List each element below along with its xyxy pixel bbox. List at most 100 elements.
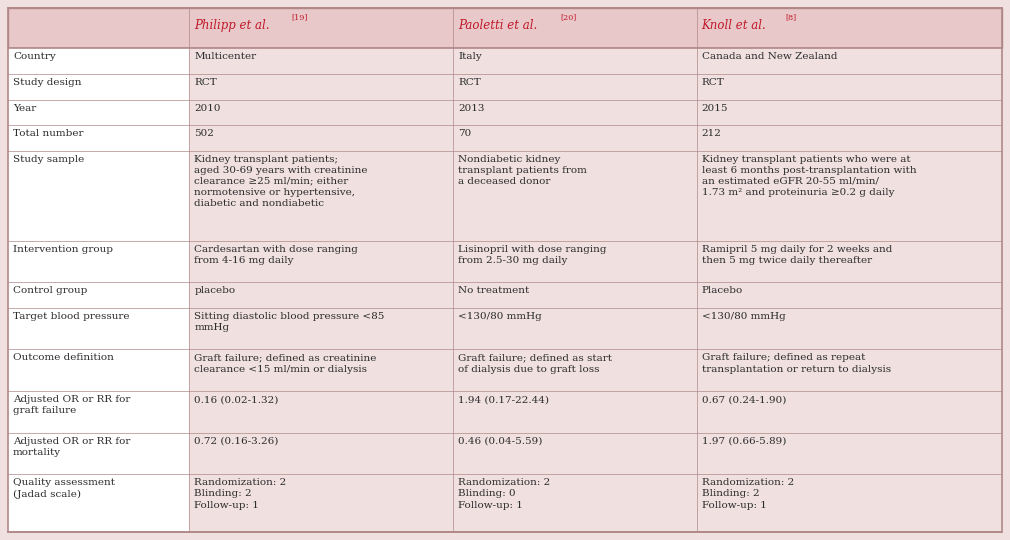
Text: <130/80 mmHg: <130/80 mmHg bbox=[459, 312, 542, 321]
Bar bbox=[189, 49, 453, 74]
Bar bbox=[189, 308, 453, 349]
Text: Randomization: 2
Blinding: 0
Follow-up: 1: Randomization: 2 Blinding: 0 Follow-up: … bbox=[459, 478, 550, 510]
Bar bbox=[189, 282, 453, 308]
Text: Sitting diastolic blood pressure <85
mmHg: Sitting diastolic blood pressure <85 mmH… bbox=[194, 312, 385, 332]
Text: Randomization: 2
Blinding: 2
Follow-up: 1: Randomization: 2 Blinding: 2 Follow-up: … bbox=[702, 478, 794, 510]
Bar bbox=[189, 391, 453, 433]
Text: Study sample: Study sample bbox=[13, 155, 84, 164]
Bar bbox=[8, 391, 189, 433]
Bar bbox=[8, 474, 189, 532]
Text: Canada and New Zealand: Canada and New Zealand bbox=[702, 52, 837, 62]
Text: Multicenter: Multicenter bbox=[194, 52, 257, 62]
Text: <130/80 mmHg: <130/80 mmHg bbox=[702, 312, 786, 321]
Text: Adjusted OR or RR for
graft failure: Adjusted OR or RR for graft failure bbox=[13, 395, 130, 415]
Text: [8]: [8] bbox=[785, 13, 796, 21]
Text: Country: Country bbox=[13, 52, 56, 62]
Bar bbox=[453, 282, 697, 308]
Bar bbox=[697, 125, 1002, 151]
Text: 212: 212 bbox=[702, 129, 721, 138]
Bar bbox=[453, 308, 697, 349]
Bar bbox=[189, 240, 453, 282]
Bar bbox=[453, 391, 697, 433]
Bar bbox=[8, 282, 189, 308]
Bar bbox=[453, 240, 697, 282]
Bar bbox=[8, 349, 189, 391]
Bar bbox=[189, 99, 453, 125]
Text: Graft failure; defined as creatinine
clearance <15 ml/min or dialysis: Graft failure; defined as creatinine cle… bbox=[194, 353, 377, 374]
Text: Cardesartan with dose ranging
from 4-16 mg daily: Cardesartan with dose ranging from 4-16 … bbox=[194, 245, 359, 265]
Bar bbox=[453, 49, 697, 74]
Bar bbox=[189, 349, 453, 391]
Bar bbox=[453, 125, 697, 151]
Bar bbox=[8, 8, 1002, 49]
Bar bbox=[453, 433, 697, 474]
Bar bbox=[189, 433, 453, 474]
Text: Ramipril 5 mg daily for 2 weeks and
then 5 mg twice daily thereafter: Ramipril 5 mg daily for 2 weeks and then… bbox=[702, 245, 892, 265]
Bar bbox=[189, 125, 453, 151]
Bar bbox=[8, 99, 189, 125]
Bar bbox=[8, 125, 189, 151]
Bar bbox=[697, 474, 1002, 532]
Text: No treatment: No treatment bbox=[459, 286, 529, 295]
Text: Quality assessment
(Jadad scale): Quality assessment (Jadad scale) bbox=[13, 478, 115, 498]
Bar bbox=[453, 151, 697, 240]
Bar bbox=[189, 151, 453, 240]
Bar bbox=[8, 74, 189, 99]
Bar bbox=[697, 151, 1002, 240]
Bar bbox=[697, 308, 1002, 349]
Text: Control group: Control group bbox=[13, 286, 88, 295]
Text: 2010: 2010 bbox=[194, 104, 221, 113]
Text: 0.46 (0.04-5.59): 0.46 (0.04-5.59) bbox=[459, 437, 542, 445]
Bar bbox=[697, 240, 1002, 282]
Text: Graft failure; defined as repeat
transplantation or return to dialysis: Graft failure; defined as repeat transpl… bbox=[702, 353, 891, 374]
Text: Total number: Total number bbox=[13, 129, 84, 138]
Text: Outcome definition: Outcome definition bbox=[13, 353, 114, 362]
Bar bbox=[189, 474, 453, 532]
Text: 0.67 (0.24-1.90): 0.67 (0.24-1.90) bbox=[702, 395, 786, 404]
Text: 502: 502 bbox=[194, 129, 214, 138]
Bar bbox=[697, 391, 1002, 433]
Bar bbox=[697, 74, 1002, 99]
Bar bbox=[8, 49, 189, 74]
Text: Lisinopril with dose ranging
from 2.5-30 mg daily: Lisinopril with dose ranging from 2.5-30… bbox=[459, 245, 607, 265]
Text: 1.94 (0.17-22.44): 1.94 (0.17-22.44) bbox=[459, 395, 549, 404]
Bar bbox=[453, 349, 697, 391]
Bar bbox=[8, 240, 189, 282]
Bar bbox=[697, 99, 1002, 125]
Text: Nondiabetic kidney
transplant patients from
a deceased donor: Nondiabetic kidney transplant patients f… bbox=[459, 155, 587, 186]
Text: RCT: RCT bbox=[459, 78, 481, 87]
Text: Adjusted OR or RR for
mortality: Adjusted OR or RR for mortality bbox=[13, 437, 130, 457]
Text: Target blood pressure: Target blood pressure bbox=[13, 312, 129, 321]
Bar bbox=[189, 74, 453, 99]
Text: [19]: [19] bbox=[292, 13, 308, 21]
Text: [20]: [20] bbox=[561, 13, 577, 21]
Text: Paoletti et al.: Paoletti et al. bbox=[459, 19, 537, 32]
Bar bbox=[8, 308, 189, 349]
Bar bbox=[697, 282, 1002, 308]
Text: Philipp et al.: Philipp et al. bbox=[194, 19, 270, 32]
Bar bbox=[697, 49, 1002, 74]
Bar bbox=[453, 474, 697, 532]
Bar bbox=[8, 151, 189, 240]
Text: Kidney transplant patients;
aged 30-69 years with creatinine
clearance ≥25 ml/mi: Kidney transplant patients; aged 30-69 y… bbox=[194, 155, 368, 208]
Text: 0.72 (0.16-3.26): 0.72 (0.16-3.26) bbox=[194, 437, 279, 445]
Text: placebo: placebo bbox=[194, 286, 235, 295]
Text: Graft failure; defined as start
of dialysis due to graft loss: Graft failure; defined as start of dialy… bbox=[459, 353, 612, 374]
Text: Intervention group: Intervention group bbox=[13, 245, 113, 254]
Text: RCT: RCT bbox=[702, 78, 724, 87]
Text: 0.16 (0.02-1.32): 0.16 (0.02-1.32) bbox=[194, 395, 279, 404]
Text: Year: Year bbox=[13, 104, 36, 113]
Bar bbox=[453, 74, 697, 99]
Bar bbox=[697, 349, 1002, 391]
Bar bbox=[8, 433, 189, 474]
Text: 70: 70 bbox=[459, 129, 472, 138]
Bar bbox=[697, 433, 1002, 474]
Text: Randomization: 2
Blinding: 2
Follow-up: 1: Randomization: 2 Blinding: 2 Follow-up: … bbox=[194, 478, 287, 510]
Text: Placebo: Placebo bbox=[702, 286, 742, 295]
Text: Knoll et al.: Knoll et al. bbox=[702, 19, 767, 32]
Text: 2015: 2015 bbox=[702, 104, 728, 113]
Bar bbox=[453, 99, 697, 125]
Text: RCT: RCT bbox=[194, 78, 217, 87]
Text: Kidney transplant patients who were at
least 6 months post-transplantation with
: Kidney transplant patients who were at l… bbox=[702, 155, 916, 197]
Text: Italy: Italy bbox=[459, 52, 482, 62]
